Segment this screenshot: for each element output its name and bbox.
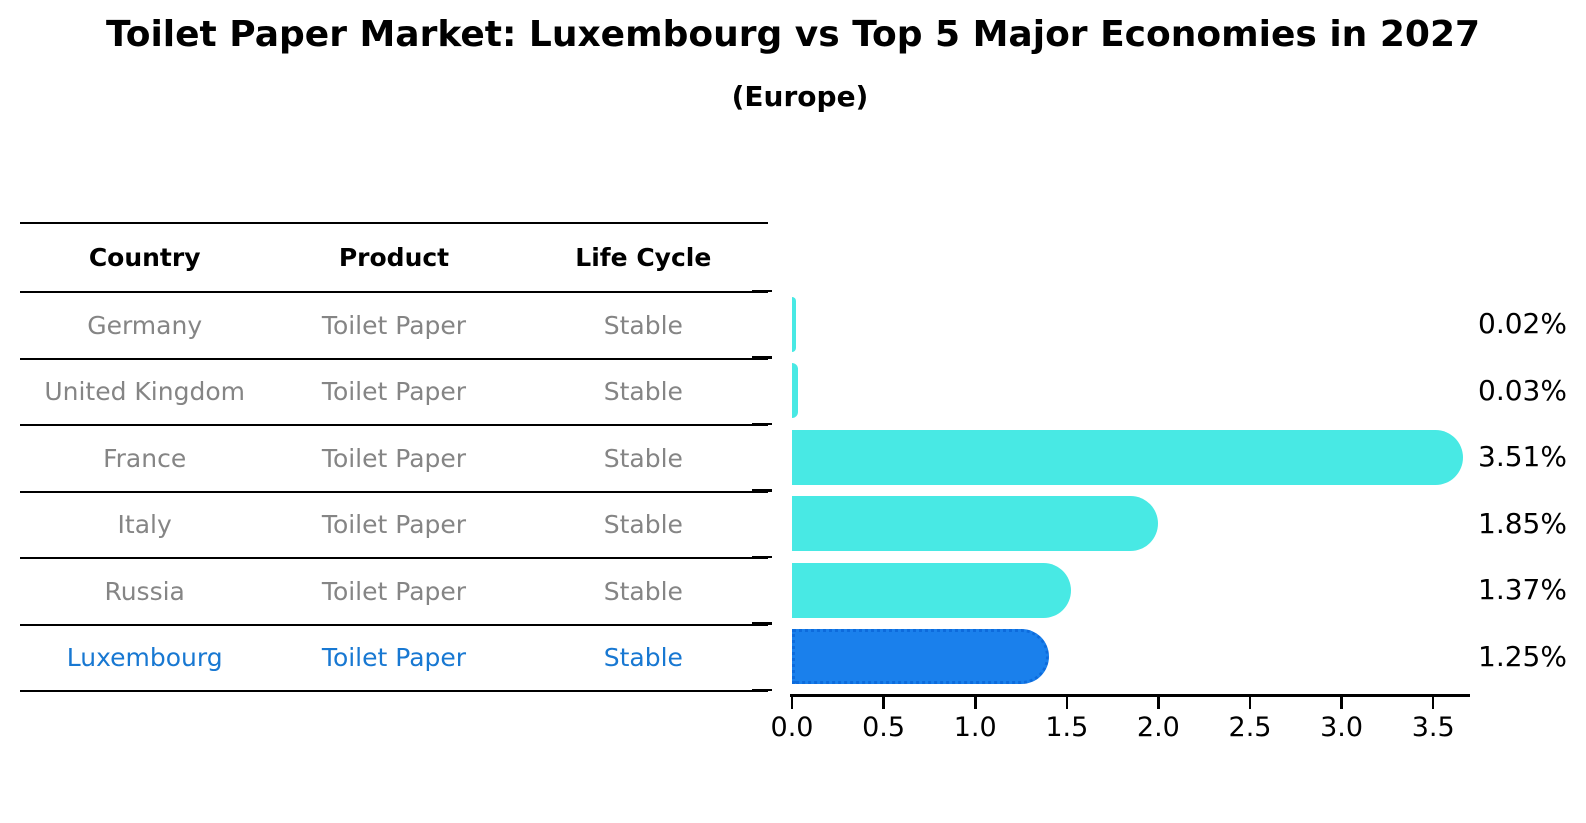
- col-header-product: Product: [338, 243, 450, 272]
- bar-united-kingdom: [792, 363, 798, 419]
- table-row-france: France Toilet Paper Stable: [20, 426, 768, 493]
- cell-product: Toilet Paper: [321, 576, 467, 606]
- cell-life-cycle: Stable: [603, 377, 683, 407]
- value-label: 0.02%: [1478, 307, 1567, 341]
- value-label: 1.25%: [1478, 639, 1567, 673]
- table-row-germany: Germany Toilet Paper Stable: [20, 293, 768, 360]
- x-axis-tick: [1157, 697, 1160, 709]
- x-axis-tick: [1248, 697, 1252, 709]
- cell-life-cycle: Stable: [603, 310, 683, 340]
- cell-country: Russia: [104, 576, 185, 606]
- x-axis-tick-label: 3.5: [1411, 712, 1455, 743]
- x-axis-tick-label: 0.5: [862, 712, 906, 743]
- x-axis-tick: [1065, 697, 1068, 709]
- table-header-row: Country Product Life Cycle: [20, 224, 768, 293]
- y-axis-tick: [752, 555, 772, 559]
- bar-russia: [792, 562, 1071, 618]
- value-label: 0.03%: [1478, 373, 1567, 407]
- table-row-russia: Russia Toilet Paper Stable: [20, 559, 768, 626]
- y-axis-tick: [752, 289, 772, 293]
- y-axis-tick: [752, 489, 772, 492]
- cell-product: Toilet Paper: [321, 377, 467, 407]
- cell-product: Toilet Paper: [321, 510, 467, 540]
- col-header-country: Country: [88, 243, 201, 272]
- col-header-lifecycle: Life Cycle: [575, 243, 712, 272]
- y-axis-tick: [752, 422, 772, 426]
- value-label: 3.51%: [1478, 440, 1567, 474]
- x-axis-tick: [882, 697, 885, 709]
- bar-italy: [792, 496, 1159, 552]
- x-axis-line: [790, 694, 1470, 697]
- cell-country: France: [103, 443, 187, 473]
- table-row-united-kingdom: United Kingdom Toilet Paper Stable: [20, 360, 768, 426]
- cell-life-cycle: Stable: [603, 576, 683, 606]
- bar-france: [792, 429, 1463, 485]
- cell-country: Italy: [117, 510, 172, 540]
- value-label: 1.85%: [1478, 506, 1567, 540]
- x-axis-tick: [790, 697, 794, 709]
- cell-life-cycle: Stable: [603, 643, 683, 673]
- cell-country: Luxembourg: [66, 643, 223, 673]
- cell-country: United Kingdom: [44, 377, 245, 407]
- cell-life-cycle: Stable: [603, 443, 683, 473]
- x-axis-tick: [1431, 697, 1435, 709]
- x-axis-tick-label: 2.0: [1136, 712, 1180, 743]
- cell-product: Toilet Paper: [321, 310, 467, 340]
- bar-luxembourg: [792, 629, 1049, 685]
- country-table: Country Product Life Cycle Germany Toilet…: [20, 222, 768, 692]
- x-axis-tick-label: 0.0: [770, 712, 814, 743]
- y-axis-tick: [752, 622, 772, 625]
- chart-title: Toilet Paper Market: Luxembourg vs Top 5…: [105, 14, 1481, 55]
- cell-product: Toilet Paper: [321, 643, 467, 673]
- bar-germany: [792, 296, 796, 352]
- value-label: 1.37%: [1478, 573, 1567, 607]
- x-axis-tick: [974, 697, 977, 709]
- x-axis-tick-label: 1.0: [953, 712, 997, 743]
- cell-country: Germany: [87, 310, 203, 340]
- cell-product: Toilet Paper: [321, 443, 467, 473]
- cell-life-cycle: Stable: [603, 510, 683, 540]
- x-axis-tick-label: 1.5: [1045, 712, 1089, 743]
- x-axis-tick-label: 3.0: [1320, 712, 1364, 743]
- x-axis-tick-label: 2.5: [1228, 712, 1272, 743]
- x-axis-tick: [1340, 697, 1343, 709]
- chart-subtitle: (Europe): [731, 80, 869, 113]
- y-axis-tick: [752, 356, 772, 359]
- table-row-italy: Italy Toilet Paper Stable: [20, 493, 768, 559]
- y-axis-tick: [752, 688, 772, 692]
- table-row-luxembourg: Luxembourg Toilet Paper Stable: [20, 626, 768, 692]
